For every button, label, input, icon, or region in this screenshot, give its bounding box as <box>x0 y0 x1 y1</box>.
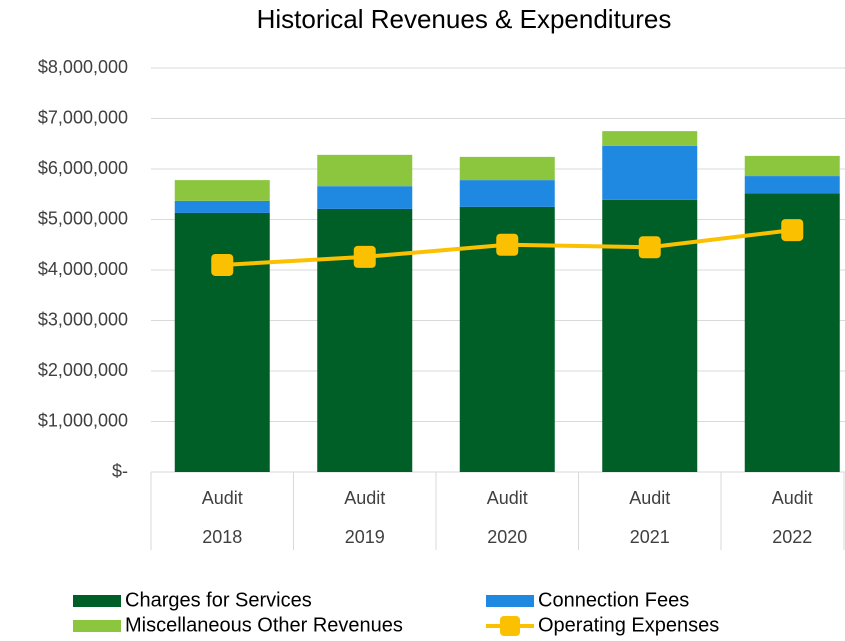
x-tick-label: 2022 <box>772 527 812 547</box>
y-tick-label: $5,000,000 <box>38 208 128 228</box>
y-tick-label: $6,000,000 <box>38 158 128 178</box>
legend-label: Operating Expenses <box>538 614 719 636</box>
bar <box>317 154 413 187</box>
x-tick-label: 2021 <box>630 527 670 547</box>
bar <box>317 186 413 209</box>
y-tick-label: $3,000,000 <box>38 309 128 329</box>
x-tick-label: Audit <box>487 488 528 508</box>
bar <box>744 176 840 194</box>
y-tick-label: $7,000,000 <box>38 107 128 127</box>
y-tick-label: $- <box>112 461 128 481</box>
bar <box>459 180 555 207</box>
bar <box>459 156 555 181</box>
line-marker <box>781 219 804 242</box>
y-tick-label: $1,000,000 <box>38 410 128 430</box>
bar <box>602 131 698 146</box>
x-tick-label: Audit <box>344 488 385 508</box>
legend-swatch <box>500 616 520 636</box>
bar <box>602 145 698 200</box>
legend-label: Charges for Services <box>125 589 312 611</box>
y-tick-label: $2,000,000 <box>38 360 128 380</box>
legend-label: Connection Fees <box>538 589 689 611</box>
y-tick-label: $8,000,000 <box>38 57 128 77</box>
x-tick-label: 2018 <box>202 527 242 547</box>
line-marker <box>496 233 519 256</box>
legend-label: Miscellaneous Other Revenues <box>125 614 403 636</box>
x-tick-label: 2019 <box>345 527 385 547</box>
legend-swatch <box>73 595 121 607</box>
x-tick-label: Audit <box>772 488 813 508</box>
bar <box>744 155 840 177</box>
line-marker <box>353 245 376 268</box>
line-marker <box>211 253 234 276</box>
x-tick-label: Audit <box>202 488 243 508</box>
line-marker <box>638 236 661 259</box>
legend-swatch <box>73 620 121 632</box>
bar <box>174 212 270 472</box>
x-tick-label: 2020 <box>487 527 527 547</box>
x-tick-label: Audit <box>629 488 670 508</box>
bar <box>174 180 270 201</box>
legend-swatch <box>486 595 534 607</box>
y-tick-label: $4,000,000 <box>38 259 128 279</box>
chart-title: Historical Revenues & Expenditures <box>257 4 672 34</box>
bar <box>174 200 270 213</box>
